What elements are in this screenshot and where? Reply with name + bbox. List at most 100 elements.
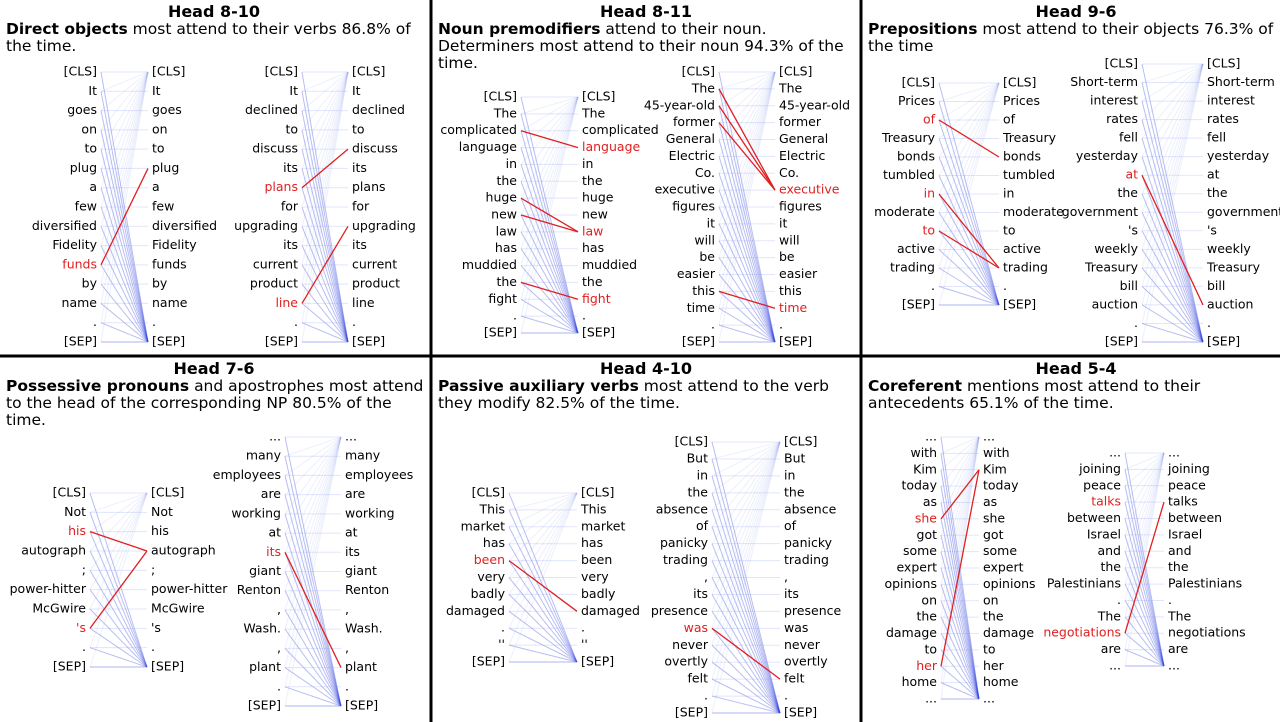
caption-bold: Possessive pronouns xyxy=(6,377,190,395)
token-left: overtly xyxy=(664,654,708,669)
token-left: its xyxy=(266,544,281,559)
token-right: its xyxy=(345,544,360,559)
token-right: [CLS] xyxy=(152,64,185,79)
attention-line xyxy=(711,441,781,646)
attention-line xyxy=(940,486,980,700)
token-right: power-hitter xyxy=(151,581,228,596)
token-right: . xyxy=(1168,592,1172,607)
token-right: . xyxy=(152,314,156,329)
token-left: the xyxy=(496,173,517,188)
token-left: ... xyxy=(1109,658,1121,673)
token-right: bonds xyxy=(1003,149,1041,164)
attention-line xyxy=(718,71,776,107)
attention-line xyxy=(1141,63,1204,287)
attention-line xyxy=(520,96,579,165)
attention-line xyxy=(100,71,149,343)
token-right: Prices xyxy=(1003,93,1040,108)
token-right: trading xyxy=(784,552,829,567)
attention-line xyxy=(938,267,1000,306)
attention-line xyxy=(718,71,776,309)
token-right: . xyxy=(345,678,349,693)
token-left: ... xyxy=(925,429,937,444)
attention-line xyxy=(100,168,149,343)
token-right: Fidelity xyxy=(152,237,197,252)
attention-line xyxy=(89,589,148,668)
token-left: plant xyxy=(249,659,281,674)
token-left: to xyxy=(924,641,937,656)
attention-line xyxy=(520,164,579,334)
attention-line xyxy=(1141,267,1204,343)
caption-text: most attend to their objects 76.3% of th… xyxy=(868,20,1274,55)
attention-line xyxy=(301,71,349,246)
token-right: the xyxy=(582,173,603,188)
attention-line xyxy=(940,665,980,700)
token-left: [CLS] xyxy=(902,75,935,90)
token-right: plans xyxy=(352,179,386,194)
attention-line xyxy=(89,492,148,668)
token-left: Fidelity xyxy=(52,237,97,252)
attention-line xyxy=(940,682,980,700)
attention-line xyxy=(711,577,781,714)
attention-line xyxy=(520,96,579,216)
attention-line xyxy=(508,492,578,612)
token-right: complicated xyxy=(582,122,659,137)
attention-line xyxy=(940,436,980,650)
attention-line xyxy=(940,633,980,700)
attention-line xyxy=(301,206,349,343)
attention-line xyxy=(711,644,781,714)
attention-line xyxy=(1141,63,1204,139)
attention-line xyxy=(1141,63,1204,231)
token-left: trading xyxy=(663,552,708,567)
token-right: few xyxy=(152,199,174,214)
token-right: . xyxy=(784,688,788,703)
attention-line xyxy=(1141,63,1204,343)
token-left: , xyxy=(277,601,281,616)
token-right: damaged xyxy=(581,603,640,618)
attention-line xyxy=(301,264,349,343)
token-right: ... xyxy=(345,429,357,444)
token-right: Israel xyxy=(1168,526,1202,541)
attention-line xyxy=(1124,452,1165,650)
attention-line xyxy=(89,550,148,668)
attention-line xyxy=(718,71,776,157)
attention-line xyxy=(520,96,579,233)
attention-line xyxy=(718,173,776,343)
token-left: , xyxy=(704,569,708,584)
attention-line xyxy=(520,181,579,334)
token-left: tumbled xyxy=(883,167,935,182)
token-right: damage xyxy=(983,625,1034,640)
attention-line xyxy=(940,567,980,700)
attention-line xyxy=(718,71,776,123)
token-right: [SEP] xyxy=(784,705,817,720)
head-label: Head 8-10 xyxy=(167,2,261,21)
token-left: discuss xyxy=(252,141,298,156)
attention-line xyxy=(284,436,342,572)
attention-line xyxy=(940,436,980,585)
token-left: many xyxy=(246,448,282,463)
token-left: her xyxy=(916,658,938,673)
attention-diagram: [CLS] [CLS] Short-term Short-term interest in… xyxy=(1062,56,1280,349)
highlight-link xyxy=(508,560,578,612)
token-left: expert xyxy=(896,560,937,575)
token-left: current xyxy=(253,256,298,271)
token-right: huge xyxy=(582,190,614,205)
attention-line xyxy=(711,661,781,714)
token-right: 's xyxy=(151,620,161,635)
attention-line xyxy=(284,436,342,668)
attention-line xyxy=(284,436,342,707)
token-left: fight xyxy=(488,291,517,306)
token-left: 's xyxy=(76,620,86,635)
attention-line xyxy=(718,71,776,140)
token-left: McGwire xyxy=(32,601,86,616)
attention-line xyxy=(100,264,149,343)
attention-line xyxy=(89,492,148,571)
token-right: are xyxy=(1168,641,1189,656)
token-left: weekly xyxy=(1094,241,1138,256)
token-right: her xyxy=(983,658,1005,673)
attention-line xyxy=(284,532,342,707)
attention-line xyxy=(1141,63,1204,213)
token-left: government xyxy=(1062,204,1138,219)
attention-line xyxy=(100,245,149,343)
